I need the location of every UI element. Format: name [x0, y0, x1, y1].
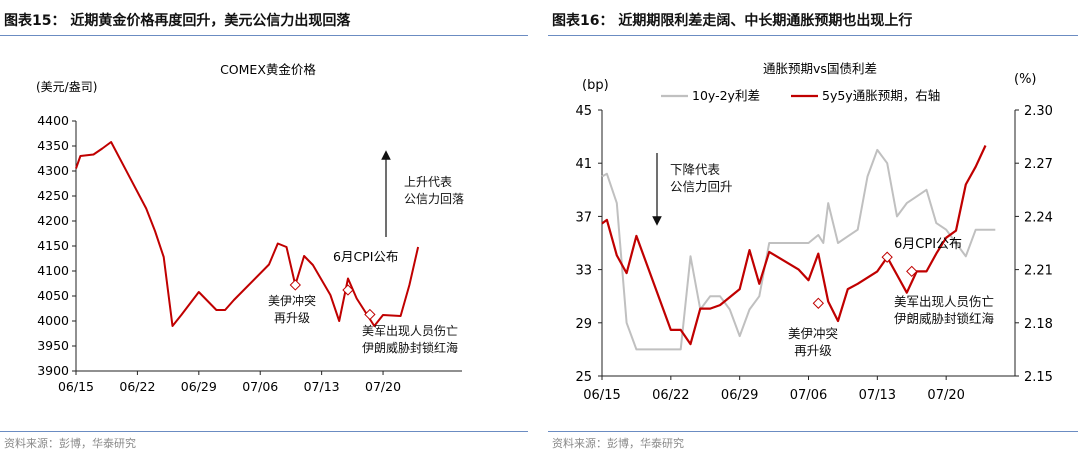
left-bottom-rule — [0, 431, 528, 432]
right-bottom-rule — [548, 431, 1078, 432]
left-annotation-rising: 上升代表公信力回落 — [404, 175, 464, 206]
left-y-tick-label: 4150 — [37, 238, 69, 253]
left-x-tick-label: 07/13 — [304, 379, 340, 394]
left-top-rule — [0, 35, 528, 36]
left-x-tick-label: 06/15 — [58, 379, 94, 394]
right-right-y-tick-label: 2.24 — [1024, 210, 1053, 225]
left-annotation-conflict: 美伊冲突再升级 — [268, 293, 316, 325]
left-x-tick-label: 06/29 — [181, 379, 217, 394]
right-right-y-tick-label: 2.30 — [1024, 104, 1053, 119]
left-figure-title: 图表15： 近期黄金价格再度回升，美元公信力出现回落 — [4, 13, 351, 29]
right-source-note: 资料来源：彭博，华泰研究 — [552, 437, 684, 450]
right-right-y-tick-label: 2.21 — [1024, 264, 1053, 279]
right-figure-title: 图表16： 近期期限利差走阔、中长期通胀预期也出现上行 — [552, 13, 913, 29]
left-y-tick-label: 4200 — [37, 213, 69, 228]
right-spread-line — [601, 148, 996, 351]
right-left-y-tick-label: 25 — [575, 370, 592, 385]
right-inflation-spread-chart: 通胀预期vs国债利差 (bp) (%) 10y-2y利差 5y5y通胀预期，右轴 25 29… — [575, 61, 1053, 403]
right-left-y-tick-label: 37 — [575, 210, 592, 225]
left-y-axis-unit: (美元/盎司) — [36, 80, 97, 94]
left-y-tick-label: 3950 — [37, 338, 69, 353]
right-x-tick-label: 06/22 — [652, 388, 689, 403]
left-y-tick-label: 4100 — [37, 263, 69, 278]
right-event-marker — [881, 251, 893, 263]
right-right-y-tick-label: 2.18 — [1024, 317, 1053, 332]
right-right-y-tick-label: 2.27 — [1024, 157, 1053, 172]
left-y-tick-label: 4250 — [37, 188, 69, 203]
left-annotation-redsea: 美军出现人员伤亡伊朗威胁封锁红海 — [362, 324, 458, 355]
right-annotation-falling: 下降代表公信力回升 — [670, 162, 733, 194]
left-chart-title: COMEX黄金价格 — [220, 62, 316, 77]
right-right-axis-unit: (%) — [1014, 72, 1037, 87]
left-y-tick-label: 4400 — [37, 113, 69, 128]
left-gold-price-line — [75, 141, 420, 327]
left-y-tick-label: 4350 — [37, 138, 69, 153]
left-source-note: 资料来源：彭博，华泰研究 — [4, 437, 136, 450]
right-right-y-tick-label: 2.15 — [1024, 370, 1053, 385]
right-left-y-tick-label: 29 — [575, 317, 592, 332]
right-left-y-tick-label: 33 — [575, 264, 592, 279]
right-left-y-tick-label: 45 — [575, 104, 592, 119]
right-x-tick-label: 07/20 — [927, 388, 964, 403]
right-left-y-tick-label: 41 — [575, 157, 592, 172]
left-figure-panel: 图表15： 近期黄金价格再度回升，美元公信力出现回落 COMEX黄金价格 (美元/… — [0, 0, 530, 462]
left-annotation-cpi: 6月CPI公布 — [333, 249, 398, 264]
left-x-tick-label: 06/22 — [119, 379, 155, 394]
left-x-tick-label: 07/06 — [242, 379, 278, 394]
right-top-rule — [548, 35, 1078, 36]
right-event-marker — [906, 265, 918, 278]
right-x-tick-label: 06/15 — [583, 388, 620, 403]
right-legend-label-spread: 10y-2y利差 — [692, 88, 760, 103]
left-y-tick-label: 4000 — [37, 313, 69, 328]
left-event-marker — [364, 308, 376, 321]
left-event-marker — [289, 279, 301, 291]
left-y-tick-label: 3900 — [37, 363, 69, 378]
right-figure-panel: 图表16： 近期期限利差走阔、中长期通胀预期也出现上行 通胀预期vs国债利差 (b… — [548, 0, 1080, 462]
right-x-tick-label: 07/13 — [859, 388, 896, 403]
right-x-tick-label: 07/06 — [790, 388, 827, 403]
left-y-tick-label: 4050 — [37, 288, 69, 303]
right-chart-title: 通胀预期vs国债利差 — [763, 61, 877, 76]
left-x-tick-label: 07/20 — [365, 379, 401, 394]
left-gold-price-chart: COMEX黄金价格 (美元/盎司) 3900 3950 4000 4050 4100 4150… — [36, 62, 464, 394]
right-annotation-redsea: 美军出现人员伤亡伊朗威胁封锁红海 — [894, 294, 995, 326]
right-inflation-line — [601, 145, 987, 346]
right-x-tick-label: 06/29 — [721, 388, 758, 403]
right-annotation-cpi: 6月CPI公布 — [894, 237, 962, 252]
right-event-marker — [812, 297, 824, 309]
left-event-marker — [342, 284, 354, 296]
left-y-tick-label: 4300 — [37, 163, 69, 178]
right-annotation-conflict: 美伊冲突再升级 — [788, 326, 838, 358]
right-left-axis-unit: (bp) — [582, 78, 609, 93]
right-legend-label-inflation: 5y5y通胀预期，右轴 — [822, 88, 940, 103]
